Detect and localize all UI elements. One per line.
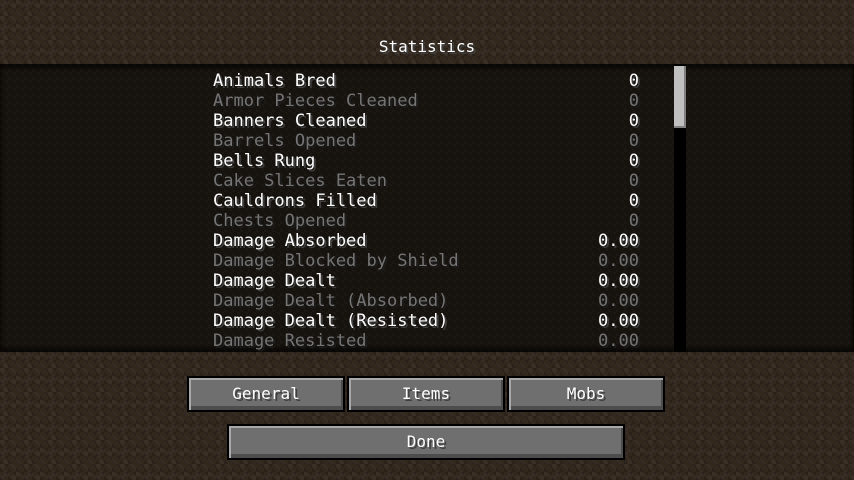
stat-value: 0 bbox=[628, 151, 639, 171]
stat-row: Barrels Opened 0 bbox=[213, 131, 639, 151]
stat-name: Damage Dealt bbox=[213, 271, 336, 291]
stat-value: 0 bbox=[628, 131, 639, 151]
stat-row: Damage Dealt (Resisted) 0.00 bbox=[213, 311, 639, 331]
stat-value: 0.00 bbox=[598, 331, 639, 351]
scrollbar[interactable] bbox=[674, 64, 686, 352]
stat-value: 0 bbox=[628, 111, 639, 131]
stat-name: Banners Cleaned bbox=[213, 111, 367, 131]
header-background bbox=[0, 0, 854, 64]
stat-name: Damage Resisted bbox=[213, 331, 367, 351]
stat-value: 0.00 bbox=[598, 291, 639, 311]
done-button[interactable]: Done bbox=[227, 424, 625, 460]
stat-row: Damage Absorbed 0.00 bbox=[213, 231, 639, 251]
stat-name: Armor Pieces Cleaned bbox=[213, 91, 418, 111]
footer-background bbox=[0, 352, 854, 480]
stat-name: Cake Slices Eaten bbox=[213, 171, 387, 191]
stat-name: Damage Dealt (Resisted) bbox=[213, 311, 449, 331]
stat-row: Armor Pieces Cleaned 0 bbox=[213, 91, 639, 111]
stat-row: Cauldrons Filled 0 bbox=[213, 191, 639, 211]
page-title: Statistics bbox=[378, 37, 476, 56]
scrollbar-thumb[interactable] bbox=[674, 66, 686, 128]
stat-value: 0.00 bbox=[598, 311, 639, 331]
stat-value: 0 bbox=[628, 91, 639, 111]
stat-value: 0.00 bbox=[598, 251, 639, 271]
stat-name: Chests Opened bbox=[213, 211, 347, 231]
stat-value: 0 bbox=[628, 191, 639, 211]
mobs-tab-button[interactable]: Mobs bbox=[507, 376, 665, 412]
stat-value: 0.00 bbox=[598, 231, 639, 251]
stats-list[interactable]: Animals Bred 0 Armor Pieces Cleaned 0 Banner… bbox=[0, 64, 854, 352]
stat-value: 0.00 bbox=[598, 271, 639, 291]
stat-value: 0 bbox=[628, 71, 639, 91]
stat-name: Bells Rung bbox=[213, 151, 316, 171]
items-tab-button[interactable]: Items bbox=[347, 376, 505, 412]
stat-row: Chests Opened 0 bbox=[213, 211, 639, 231]
stat-name: Barrels Opened bbox=[213, 131, 357, 151]
stat-row: Damage Blocked by Shield 0.00 bbox=[213, 251, 639, 271]
stat-row: Animals Bred 0 bbox=[213, 71, 639, 91]
stat-row: Damage Dealt 0.00 bbox=[213, 271, 639, 291]
stat-row: Damage Resisted 0.00 bbox=[213, 331, 639, 351]
stat-name: Damage Dealt (Absorbed) bbox=[213, 291, 449, 311]
stat-name: Animals Bred bbox=[213, 71, 336, 91]
stat-name: Damage Blocked by Shield bbox=[213, 251, 459, 271]
stat-value: 0 bbox=[628, 211, 639, 231]
stat-row: Cake Slices Eaten 0 bbox=[213, 171, 639, 191]
stat-name: Damage Absorbed bbox=[213, 231, 367, 251]
general-tab-button[interactable]: General bbox=[187, 376, 345, 412]
stat-row: Damage Dealt (Absorbed) 0.00 bbox=[213, 291, 639, 311]
stat-row: Banners Cleaned 0 bbox=[213, 111, 639, 131]
stat-value: 0 bbox=[628, 171, 639, 191]
stat-name: Cauldrons Filled bbox=[213, 191, 377, 211]
stat-row: Bells Rung 0 bbox=[213, 151, 639, 171]
